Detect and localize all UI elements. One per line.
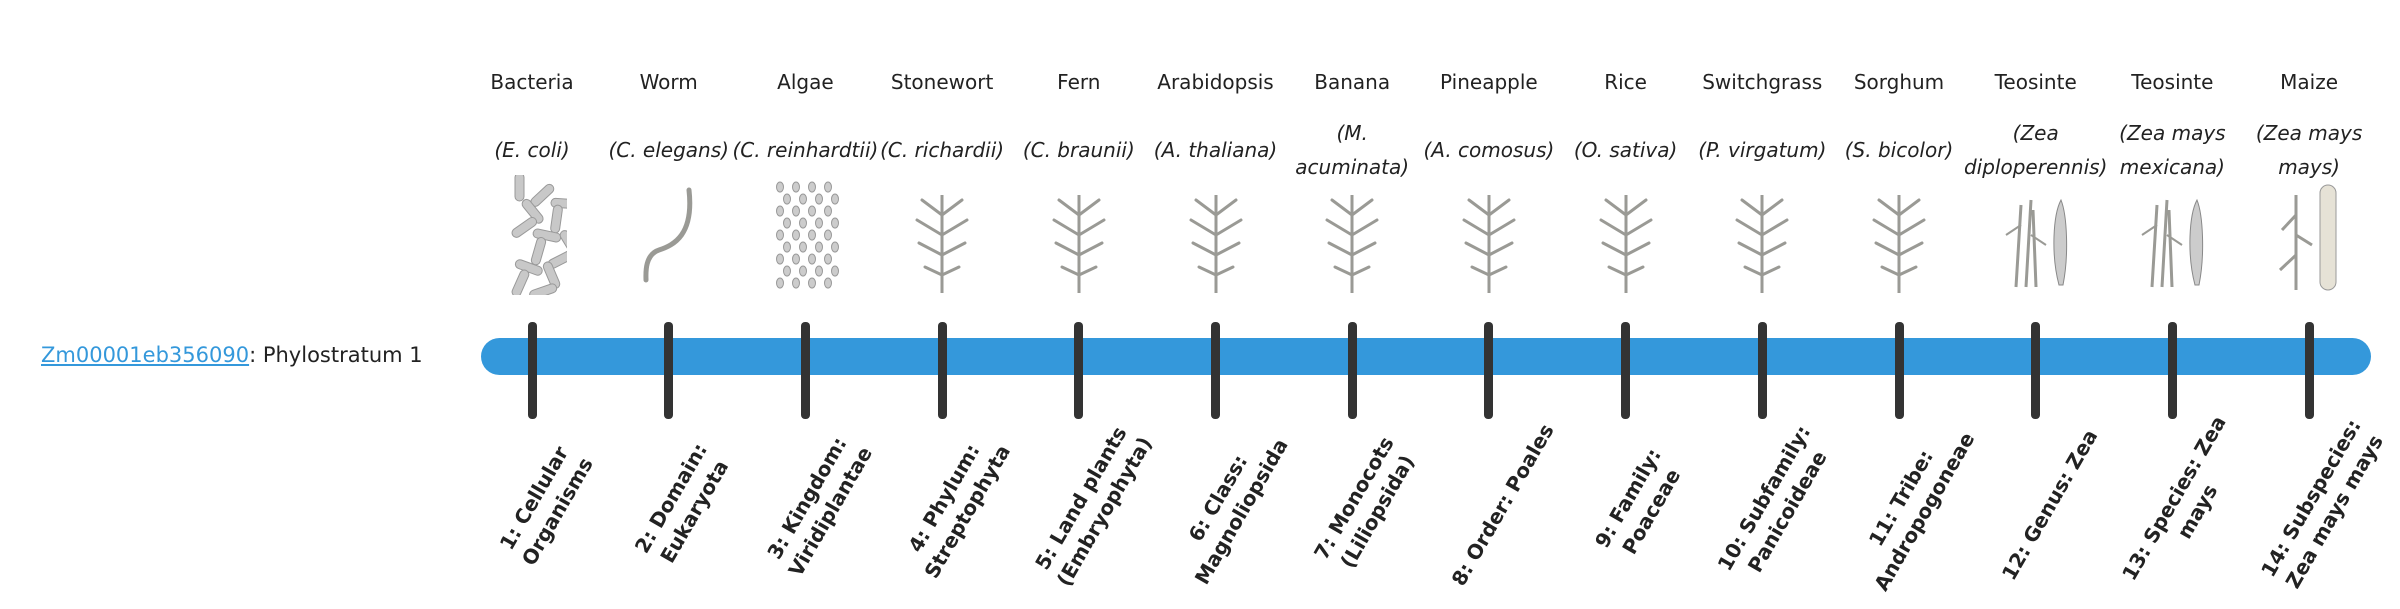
taxonomic-rank-label: 12: Genus: Zea [1996,425,2103,585]
stratum-tick [1347,322,1357,419]
species-name: (C. braunii) [1022,138,1135,162]
teosinte-icon [2141,198,2204,288]
taxonomic-rank-label: 6: Class: Magnoliopsida [1183,434,1293,589]
species-name: (A. comosus) [1423,138,1555,162]
organism-name: Bacteria [490,70,574,94]
organism-name: Rice [1604,70,1647,94]
organism-name: Worm [639,70,698,94]
taxonomic-rank-label: 14: Subspecies: Zea mays mays [2256,415,2388,593]
species-name: (C. elegans) [608,138,729,162]
organism-name: Stonewort [890,70,994,94]
stratum-tick [2304,322,2314,419]
species-name: (Zea mays mexicana) [2119,121,2226,179]
organism-name: Arabidopsis [1157,70,1274,94]
taxonomic-rank-label: 2: Domain: Eukaryota [629,438,733,568]
phylostratum-text: Phylostratum 1 [262,343,423,367]
species-name: (O. sativa) [1573,138,1678,162]
stratum-tick [1074,322,1084,419]
organism-name: Sorghum [1853,70,1945,94]
taxonomic-rank-label: 9: Family: Poaceae [1589,444,1685,559]
species-name: (P. virgatum) [1698,138,1827,162]
species-name: (A. thaliana) [1153,138,1278,162]
teosinte-icon [2005,198,2067,288]
sorghum-icon [1872,195,1926,293]
stratum-tick [1484,322,1494,419]
organism-name: Pineapple [1440,70,1538,94]
fern-icon [1052,195,1106,293]
organism-name: Switchgrass [1702,70,1823,94]
species-name: (M. acuminata) [1295,121,1410,179]
stratum-tick [2031,322,2041,419]
taxonomic-rank-label: 1: Cellular Organisms [494,442,598,570]
stratum-tick [664,322,674,419]
species-name: (Zea mays mays) [2255,121,2363,179]
organism-name: Algae [777,70,834,94]
arabidopsis-icon [1189,195,1242,293]
organism-name: Fern [1057,70,1101,94]
worm-icon [643,187,692,283]
species-name: (Zea diploperennis) [1963,121,2108,179]
taxonomic-rank-label: 4: Phylum: Streptophyta [903,439,1016,583]
taxonomic-rank-label: 10: Subfamily: Panicoideae [1712,421,1832,577]
stratum-tick [1757,322,1767,419]
organism-name: Teosinte [1994,70,2077,94]
organism-name: Teosinte [2131,70,2214,94]
taxonomic-rank-label: 5: Land plants (Embryophyta) [1030,422,1157,591]
species-name: (C. richardii) [880,138,1005,162]
maize-icon [2279,184,2337,291]
rice-icon [1599,195,1653,293]
separator: : [249,343,257,367]
stratum-tick [800,322,810,419]
stratum-tick [527,322,537,419]
phylostratum-timeline-bar [481,338,2371,375]
organism-name: Banana [1314,70,1391,94]
banana-plant-icon [1325,195,1379,293]
taxonomic-rank-label: 3: Kingdom: Viridiplantae [762,432,878,581]
stratum-tick [1211,322,1220,419]
stratum-tick [1894,322,1904,419]
taxonomic-rank-label: 7: Monocots (Liliopsida) [1309,432,1420,573]
taxonomic-rank-label: 11: Tribe: Andropogoneae [1863,428,1980,595]
species-name: (S. bicolor) [1844,138,1954,162]
organism-name: Maize [2280,70,2339,94]
pineapple-icon [1462,195,1516,293]
species-name: (E. coli) [494,138,570,162]
stonewort-icon [915,195,969,293]
taxonomic-rank-label: 8: Order: Poales [1446,419,1559,590]
algae-icon [776,181,840,289]
switchgrass-icon [1735,195,1789,293]
bacteria-icon [511,175,567,295]
stratum-tick [2167,322,2177,419]
taxonomic-rank-label: 13: Species: Zea mays [2117,411,2232,585]
gene-id-link[interactable]: Zm00001eb356090 [41,343,250,367]
stratum-tick [937,322,947,419]
species-name: (C. reinhardtii) [732,138,879,162]
stratum-tick [1621,322,1631,419]
gene-phylostratum-label: Zm00001eb356090: Phylostratum 1 [41,340,423,370]
